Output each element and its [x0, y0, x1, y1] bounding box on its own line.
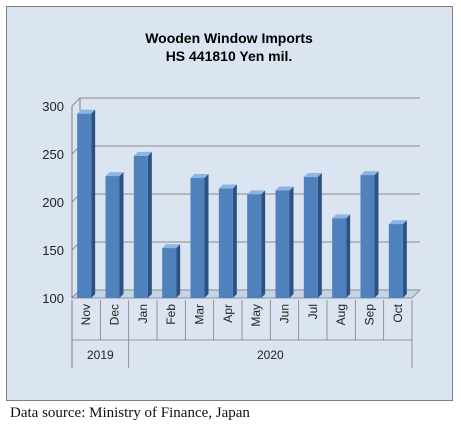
bar-front — [162, 248, 177, 298]
y-tick-label: 100 — [42, 291, 64, 306]
bar-jul — [303, 173, 322, 298]
bar-side — [374, 171, 379, 298]
bar-mar — [190, 174, 209, 298]
bar-may — [247, 190, 266, 298]
bar-side — [232, 184, 237, 298]
bar-front — [77, 113, 92, 299]
bar-front — [218, 188, 233, 298]
year-group-label: 2020 — [257, 348, 284, 362]
bar-sep — [360, 171, 379, 298]
bar-top — [303, 173, 322, 178]
y-tick-label: 300 — [42, 99, 64, 114]
label-layer: 100 150 200 250 300 Nov Dec Jan Feb Mar Apr May Jun J… — [42, 99, 405, 362]
bar-top — [360, 171, 379, 176]
bar-layer — [77, 109, 407, 299]
bar-top — [133, 151, 152, 156]
bar-top — [388, 220, 407, 225]
bar-top — [190, 174, 209, 178]
chart-subtitle: HS 441810 Yen mil. — [166, 48, 293, 64]
x-tick-label: Sep — [363, 304, 377, 326]
x-tick-label: Jul — [306, 304, 320, 319]
x-tick-label: Jan — [136, 304, 150, 323]
bar-side — [119, 172, 124, 298]
x-tick-label: Mar — [193, 304, 207, 325]
bar-front — [360, 175, 375, 298]
bar-aug — [332, 214, 351, 298]
x-tick-label: Dec — [108, 304, 122, 325]
bar-top — [218, 184, 237, 189]
bar-side — [176, 244, 181, 298]
bar-side — [402, 220, 407, 298]
bar-front — [247, 194, 262, 298]
bar-front — [332, 218, 347, 298]
y-tick-label: 250 — [42, 147, 64, 162]
chart-frame: Wooden Window Imports HS 441810 Yen mil.… — [6, 6, 453, 401]
year-group-label: 2019 — [87, 348, 114, 362]
bar-side — [261, 190, 266, 298]
bar-side — [91, 109, 96, 299]
x-tick-label: Nov — [79, 304, 93, 325]
bar-oct — [388, 220, 407, 298]
bar-front — [133, 155, 148, 298]
bar-jun — [275, 186, 294, 298]
bar-side — [147, 151, 152, 298]
bar-top — [332, 214, 351, 219]
x-tick-label: May — [249, 304, 263, 327]
x-tick-label: Jun — [278, 304, 292, 323]
y-tick-label: 150 — [42, 243, 64, 258]
x-tick-label: Apr — [221, 304, 235, 323]
bar-top — [247, 190, 266, 195]
bar-top — [77, 109, 96, 114]
bar-front — [190, 178, 205, 298]
bar-jan — [133, 151, 152, 298]
bar-front — [105, 176, 120, 298]
bar-top — [162, 244, 181, 249]
gridline-depth — [71, 97, 81, 107]
y-tick-label: 200 — [42, 195, 64, 210]
x-tick-label: Aug — [334, 304, 348, 325]
bar-front — [303, 177, 318, 298]
bar-side — [204, 174, 209, 298]
x-tick-label: Feb — [164, 304, 178, 325]
bar-side — [289, 186, 294, 298]
bar-dec — [105, 172, 124, 298]
bar-feb — [162, 244, 181, 298]
bar-side — [317, 173, 322, 298]
chart-title: Wooden Window Imports — [145, 30, 313, 46]
bar-side — [346, 214, 351, 298]
bar-top — [275, 186, 294, 191]
x-tick-label: Oct — [391, 303, 405, 322]
bar-apr — [218, 184, 237, 298]
bar-nov — [77, 109, 96, 299]
bar-front — [388, 224, 403, 298]
data-source-note: Data source: Ministry of Finance, Japan — [10, 405, 250, 421]
bar-top — [105, 172, 124, 177]
bar-front — [275, 190, 290, 298]
